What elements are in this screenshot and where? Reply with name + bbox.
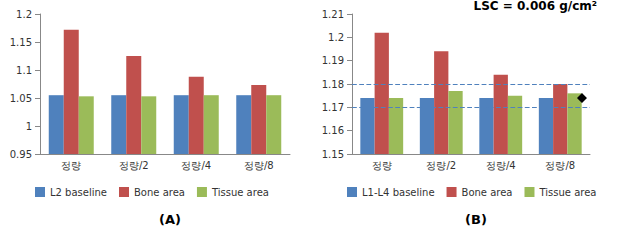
svg-text:Tissue area: Tissue area — [538, 187, 596, 198]
svg-text:정량: 정량 — [372, 160, 392, 171]
svg-text:1: 1 — [26, 121, 32, 132]
svg-text:0.95: 0.95 — [10, 149, 32, 160]
svg-text:정량/8: 정량/8 — [545, 160, 575, 171]
svg-text:1.18: 1.18 — [322, 79, 344, 90]
svg-text:LSC = 0.006 g/cm²: LSC = 0.006 g/cm² — [474, 0, 597, 13]
svg-text:L2 baseline: L2 baseline — [50, 187, 107, 198]
svg-text:Tissue area: Tissue area — [211, 187, 269, 198]
svg-text:1.2: 1.2 — [328, 32, 344, 43]
svg-text:1.15: 1.15 — [322, 149, 344, 160]
svg-text:정량/2: 정량/2 — [119, 160, 149, 171]
svg-text:1.1: 1.1 — [16, 65, 32, 76]
svg-text:정량/2: 정량/2 — [426, 160, 456, 171]
svg-text:1.21: 1.21 — [322, 9, 344, 20]
svg-text:정량/4: 정량/4 — [181, 160, 211, 171]
svg-text:1.05: 1.05 — [10, 93, 32, 104]
svg-text:1.16: 1.16 — [322, 125, 344, 136]
svg-text:1.2: 1.2 — [16, 9, 32, 20]
svg-text:Bone area: Bone area — [134, 187, 185, 198]
svg-text:1.19: 1.19 — [322, 55, 344, 66]
svg-text:1.15: 1.15 — [10, 37, 32, 48]
svg-text:(B): (B) — [465, 212, 487, 227]
svg-text:L1-L4 baseline: L1-L4 baseline — [362, 187, 435, 198]
svg-text:Bone area: Bone area — [462, 187, 513, 198]
svg-text:(A): (A) — [159, 212, 181, 227]
svg-text:정량: 정량 — [61, 160, 81, 171]
svg-text:정량/4: 정량/4 — [486, 160, 516, 171]
svg-text:정량/8: 정량/8 — [244, 160, 274, 171]
svg-text:1.17: 1.17 — [322, 102, 344, 113]
